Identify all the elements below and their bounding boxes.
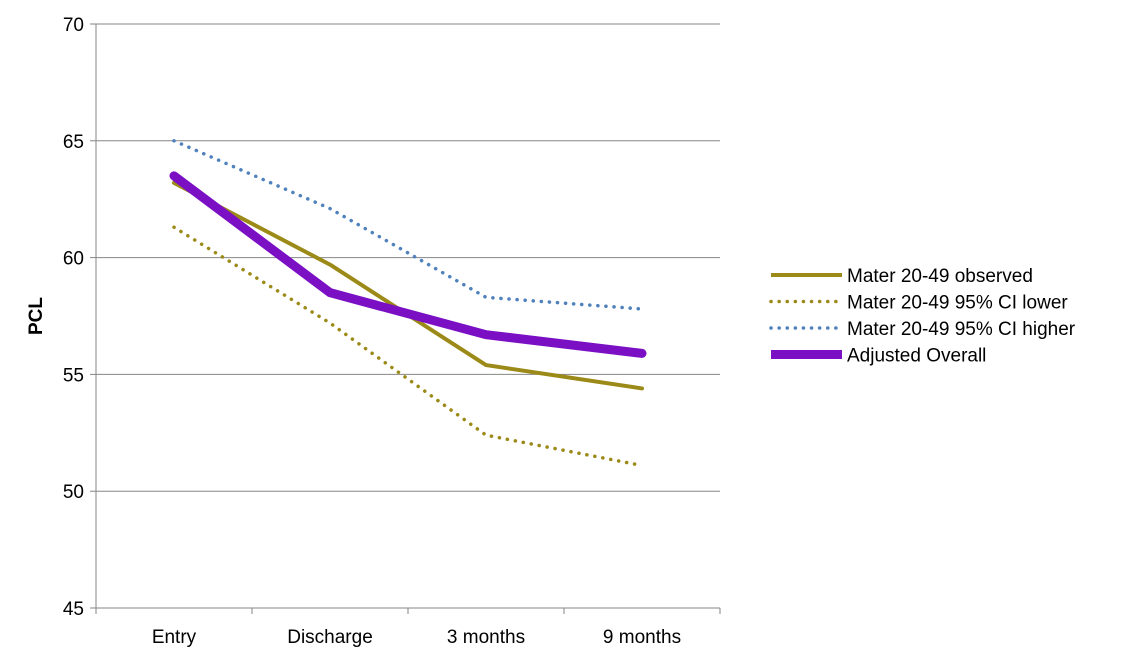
series-layer: [169, 139, 647, 468]
y-tick-label: 50: [63, 482, 84, 503]
legend-label-3: Mater 20-49 95% CI higher: [847, 319, 1076, 340]
series-line-4: [169, 171, 647, 358]
x-tick-label: Discharge: [287, 627, 373, 648]
series-line-2: [172, 225, 644, 468]
legend-label-2: Mater 20-49 95% CI lower: [847, 293, 1068, 314]
y-tick-label: 45: [63, 599, 84, 620]
gridlines: [96, 23, 720, 492]
y-tick-label: 65: [63, 132, 84, 153]
series-line-3: [172, 139, 644, 311]
x-axis-ticks: Entry Discharge 3 months 9 months: [95, 608, 721, 648]
legend-label-1: Mater 20-49 observed: [847, 266, 1033, 287]
legend: Mater 20-49 observed Mater 20-49 95% CI l…: [769, 266, 1076, 367]
y-tick-label: 60: [63, 249, 84, 270]
x-tick-label: 3 months: [447, 627, 525, 648]
legend-label-4: Adjusted Overall: [847, 346, 986, 367]
y-axis-ticks: 45 50 55 60 65 70: [63, 15, 96, 620]
y-axis-title: PCL: [26, 297, 47, 335]
y-tick-label: 70: [63, 15, 84, 36]
y-tick-label: 55: [63, 365, 84, 386]
x-tick-label: Entry: [152, 627, 197, 648]
x-tick-label: 9 months: [603, 627, 681, 648]
series-line-1: [172, 180, 644, 391]
